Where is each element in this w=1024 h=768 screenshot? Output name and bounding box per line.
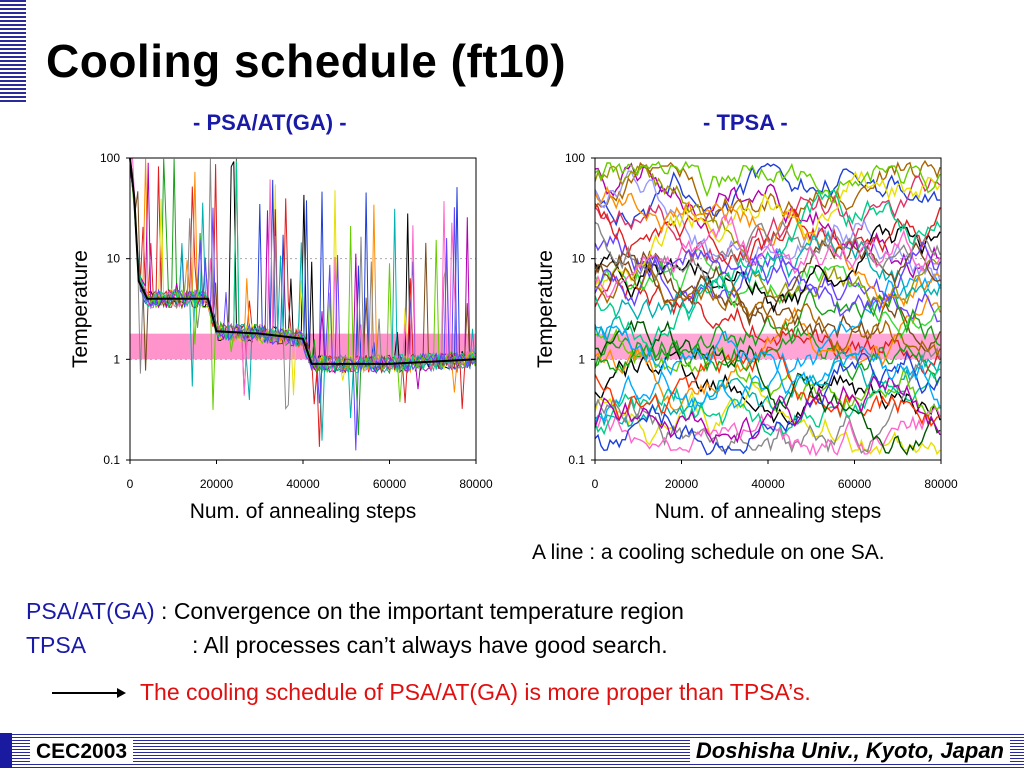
summary-line-tpsa: TPSA : All processes can’t always have go… xyxy=(26,632,668,659)
summary-line-psa: PSA/AT(GA) : Convergence on the importan… xyxy=(26,598,684,625)
summary-key-tpsa: TPSA xyxy=(26,632,87,658)
process-line xyxy=(594,160,941,204)
chart-tpsa: 0.1 1 10 100 0 20000 40000 60000 80000 Num. of an… xyxy=(534,151,958,523)
title-decoration-stripe xyxy=(0,0,26,102)
summary-text-psa: : Convergence on the important temperatu… xyxy=(154,598,684,624)
x-tick-label: 40000 xyxy=(751,477,785,491)
x-tick-label: 80000 xyxy=(459,477,493,491)
arrow-icon xyxy=(52,688,126,698)
process-line xyxy=(594,241,941,318)
process-line xyxy=(594,162,941,280)
y-tick-label: 100 xyxy=(100,151,120,165)
chart-title-psa: - PSA/AT(GA) - xyxy=(193,110,347,135)
y-tick-label: 100 xyxy=(565,151,585,165)
summary-text-tpsa: : All processes can’t always have good s… xyxy=(192,632,668,658)
y-axis-label: Temperature xyxy=(534,250,557,368)
x-axis-label: Num. of annealing steps xyxy=(190,500,416,523)
process-line xyxy=(594,325,941,409)
process-line xyxy=(594,170,941,295)
y-axis-label: Temperature xyxy=(69,250,92,368)
process-line xyxy=(594,185,941,310)
process-line xyxy=(594,375,941,445)
process-line xyxy=(594,407,941,457)
x-tick-label: 0 xyxy=(592,477,599,491)
chart-title-tpsa: - TPSA - xyxy=(703,110,788,135)
summary-key-psa: PSA/AT(GA) xyxy=(26,598,155,624)
footer-right: Doshisha Univ., Kyoto, Japan xyxy=(689,738,1010,764)
x-tick-label: 80000 xyxy=(924,477,958,491)
x-tick-label: 40000 xyxy=(286,477,320,491)
chart-psa: 0.1 1 10 100 0 20000 40000 60000 80000 Num. of an… xyxy=(69,151,493,523)
slide-title: Cooling schedule (ft10) xyxy=(46,35,567,87)
process-line xyxy=(594,189,941,353)
chart-note: A line : a cooling schedule on one SA. xyxy=(532,541,885,564)
process-lines xyxy=(594,159,941,457)
process-line xyxy=(594,319,941,456)
x-axis-label: Num. of annealing steps xyxy=(655,500,881,523)
y-tick-label: 1 xyxy=(578,352,585,366)
x-tick-label: 20000 xyxy=(200,477,234,491)
conclusion-text: The cooling schedule of PSA/AT(GA) is mo… xyxy=(140,679,811,705)
x-tick-label: 0 xyxy=(127,477,134,491)
process-lines xyxy=(129,157,477,451)
y-tick-label: 0.1 xyxy=(568,453,585,467)
process-line xyxy=(594,294,941,411)
y-tick-label: 0.1 xyxy=(103,453,120,467)
process-line xyxy=(594,162,941,229)
process-line xyxy=(594,347,941,455)
footer-left: CEC2003 xyxy=(30,740,134,764)
process-line xyxy=(594,350,941,425)
process-line xyxy=(129,158,476,451)
process-line xyxy=(594,164,941,306)
x-tick-label: 60000 xyxy=(373,477,407,491)
process-line xyxy=(594,229,941,342)
x-tick-label: 20000 xyxy=(665,477,699,491)
y-tick-label: 10 xyxy=(107,252,121,266)
x-tick-label: 60000 xyxy=(838,477,872,491)
y-tick-label: 10 xyxy=(572,252,586,266)
process-line xyxy=(594,351,941,456)
footer-block xyxy=(0,733,12,768)
process-line xyxy=(594,261,941,358)
process-line xyxy=(594,214,941,298)
y-tick-label: 1 xyxy=(113,352,120,366)
series-line xyxy=(129,157,477,365)
process-line xyxy=(594,346,941,428)
process-line xyxy=(594,203,941,267)
